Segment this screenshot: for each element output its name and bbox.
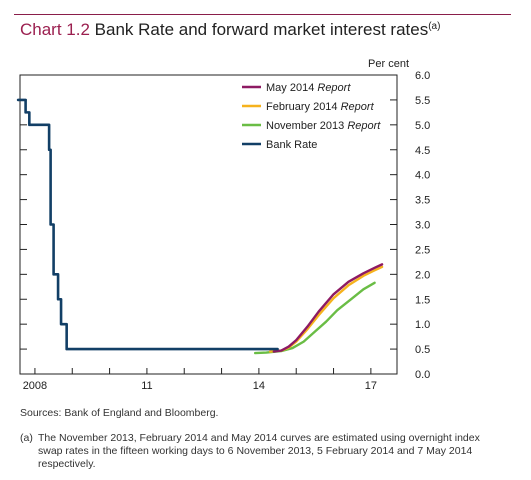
chart-number: Chart 1.2: [20, 20, 90, 39]
legend-name: May 2014: [266, 82, 317, 94]
legend-entry: Bank Rate: [266, 139, 317, 151]
y-tick-label: 0.0: [415, 369, 430, 381]
y-tick-label: 5.5: [415, 95, 430, 107]
chart-title-text: Bank Rate and forward market interest ra…: [94, 20, 429, 39]
chart-area: 0.0 0.5 1.0 1.5 2.0 2.5 3.0 3.5 4.0 4.5 5.0 5.5 6.0 P…: [16, 58, 430, 392]
y-tick-label: 0.5: [415, 344, 430, 356]
series-line-bank-rate: [16, 98, 279, 351]
y-tick-label: 4.0: [415, 170, 430, 182]
footnote-text: The November 2013, February 2014 and May…: [38, 432, 480, 470]
legend-name: February 2014: [266, 101, 341, 113]
chart-axes: 0.0 0.5 1.0 1.5 2.0 2.5 3.0 3.5 4.0 4.5 5.0 5.5 6.0 P…: [19, 58, 430, 392]
legend-name-suffix: Report: [341, 101, 375, 113]
legend-entry: May 2014 Report: [266, 82, 351, 94]
x-tick-label: 2008: [23, 380, 47, 392]
x-tick-label: 14: [253, 380, 265, 392]
title-rule: [14, 14, 511, 15]
legend-name-suffix: Report: [317, 82, 351, 94]
y-tick-label: 6.0: [415, 70, 430, 82]
y-tick-label: 2.5: [415, 244, 430, 256]
legend-name: November 2013: [266, 120, 347, 132]
footnote-marker: (a): [20, 432, 33, 444]
y-tick-label: 1.0: [415, 319, 430, 331]
chart-title-note: (a): [428, 21, 441, 32]
y-tick-label: 1.5: [415, 294, 430, 306]
chart-title: Chart 1.2 Bank Rate and forward market i…: [20, 20, 440, 40]
y-tick-label: 3.0: [415, 220, 430, 232]
y-tick-label: 2.0: [415, 269, 430, 281]
series-line-may-2014: [272, 263, 384, 353]
legend-entry: November 2013 Report: [266, 120, 381, 132]
x-tick-label: 17: [365, 380, 377, 392]
x-tick-label: 11: [141, 380, 152, 392]
sources-note: Sources: Bank of England and Bloomberg.: [20, 407, 219, 419]
footnote: (a) The November 2013, February 2014 and…: [20, 432, 480, 471]
series-line-february-2014: [268, 265, 384, 353]
y-tick-label: 4.5: [415, 145, 430, 157]
chart-series: [16, 98, 384, 355]
y-axis-label: Per cent: [368, 58, 409, 70]
legend-entry: February 2014 Report: [266, 101, 375, 113]
y-tick-label: 3.5: [415, 195, 430, 207]
y-tick-label: 5.0: [415, 120, 430, 132]
legend-name-suffix: Report: [347, 120, 381, 132]
legend-name: Bank Rate: [266, 139, 317, 151]
